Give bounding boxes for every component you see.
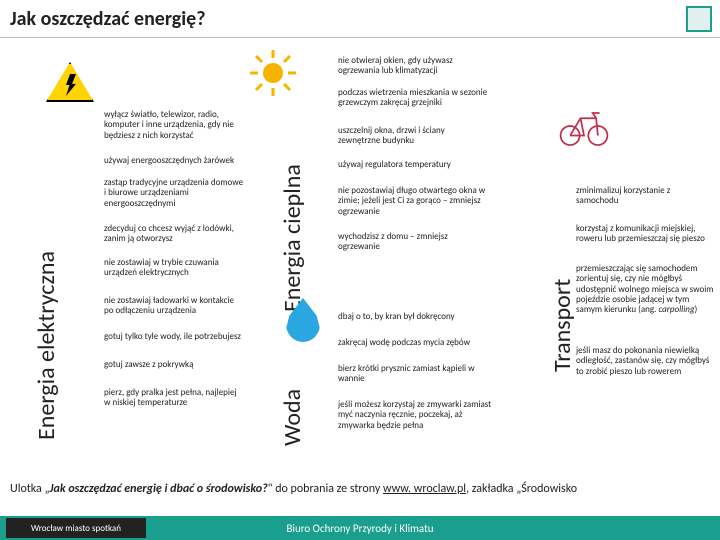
header-divider [0,37,720,38]
tip-transport-2: korzystaj z komunikacji miejskiej, rower… [576,224,710,245]
tip-water-2: zakręcaj wodę podczas mycia zębów [338,338,488,348]
electric-hazard-icon [46,62,94,102]
tip-heat-6: wychodzisz z domu – zmniejsz ogrzewanie [338,232,478,253]
col-label-transport: Transport [548,279,577,372]
tip-heat-3: uszczelnij okna, drzwi i ściany zewnętrz… [338,126,478,147]
footer-note: Ulotka „Jak oszczędzać energię i dbać o … [10,482,710,496]
tip-electric-1: wyłącz światło, telewizor, radio, komput… [104,110,236,141]
tip-heat-2: podczas wietrzenia mieszkania w sezonie … [338,88,488,109]
tip-transport-3-italic: carpolling [658,304,694,315]
footer-note-c: " do pobrania ze strony [268,482,383,496]
footer-note-e: , zakładka „Środowisko [466,482,577,496]
tip-electric-3: zastąp tradycyjne urządzenia domowe i bi… [104,178,244,209]
tip-heat-5: nie pozostawiaj długo otwartego okna w z… [338,186,498,217]
sun-icon [248,48,298,98]
tip-water-4: jeśli możesz korzystaj ze zmywarki zamia… [338,400,498,431]
tip-heat-4: używaj regulatora temperatury [338,160,478,170]
tip-electric-6: nie zostawiaj ładowarki w kontakcie po o… [104,296,244,317]
tip-electric-7: gotuj tylko tyle wody, ile potrzebujesz [104,332,244,342]
slide-header: Jak oszczędzać energię? [0,0,720,38]
tip-transport-3b: ) [695,304,698,315]
tip-electric-4: zdecyduj co chcesz wyjąć z lodówki, zani… [104,224,236,245]
tip-electric-8: gotuj zawsze z pokrywką [104,360,244,370]
main-content: Energia elektryczna Energia cieplna Woda… [0,48,720,478]
tip-electric-9: pierz, gdy pralka jest pełna, najlepiej … [104,388,244,409]
page-title: Jak oszczędzać energię? [10,7,205,31]
water-droplet-icon [286,298,320,342]
tip-electric-2: używaj energooszczędnych żarówek [104,156,236,166]
tip-electric-5: nie zostawiaj w trybie czuwania urządzeń… [104,258,236,279]
col-label-heat: Energia cieplna [278,164,307,312]
footer-link[interactable]: www. wroclaw.pl [383,482,466,496]
footer-logo: Wrocław miasto spotkań [6,518,146,538]
tip-water-1: dbaj o to, by kran był dokręcony [338,312,478,322]
tip-water-3: bierz krótki prysznic zamiast kąpieli w … [338,364,488,385]
bike-icon [558,106,610,146]
tip-transport-4: jeśli masz do pokonania niewielką odległ… [576,346,712,377]
footer-note-title: Jak oszczędzać energię i dbać o środowis… [50,482,268,496]
header-decor-square [686,6,712,32]
col-label-electric: Energia elektryczna [32,251,61,440]
footer-note-a: Ulotka „ [10,482,50,496]
col-label-water: Woda [278,389,307,446]
tip-transport-3: przemieszczając się samochodem zorientuj… [576,264,716,316]
tip-heat-1: nie otwieraj okien, gdy używasz ogrzewan… [338,56,478,77]
tip-transport-1: zminimalizuj korzystanie z samochodu [576,186,706,207]
